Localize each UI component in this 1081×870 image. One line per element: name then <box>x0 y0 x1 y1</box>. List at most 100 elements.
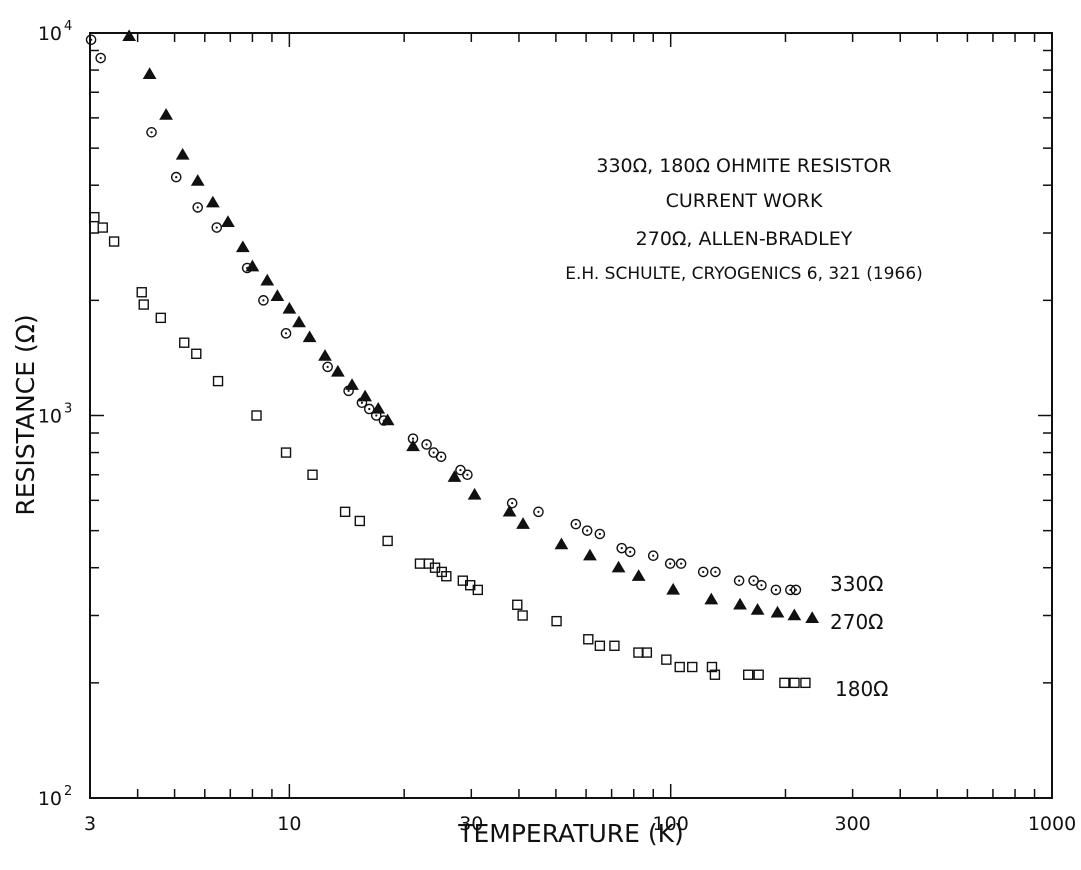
legend-line-3: 270Ω, ALLEN-BRADLEY <box>636 228 853 250</box>
x-tick-label: 1000 <box>1028 813 1076 835</box>
data-point-square <box>414 558 426 569</box>
data-point-square <box>307 469 318 480</box>
data-point-triangle <box>502 504 517 517</box>
data-point-circle-center <box>466 473 469 476</box>
data-point-circle-center <box>574 523 577 526</box>
data-point-triangle <box>260 273 275 286</box>
data-point-triangle <box>282 301 297 314</box>
data-point-square <box>155 312 166 324</box>
data-point-circle <box>570 518 582 530</box>
tick-marks <box>90 33 1052 798</box>
data-point-circle-center <box>347 389 350 392</box>
data-point-triangle <box>787 608 802 621</box>
data-point-circle-center <box>620 547 623 550</box>
y-tick-label-exponent: 3 <box>64 402 72 417</box>
data-point-triangle <box>805 611 820 623</box>
data-point-circle-center <box>537 510 540 513</box>
data-point-triangle <box>318 349 332 361</box>
y-tick-label-base: 10 <box>38 788 62 810</box>
data-point-circle-center <box>669 562 672 565</box>
data-point-square <box>138 299 149 310</box>
y-tick-label: 10 2 <box>38 784 72 810</box>
data-point-circle-center <box>652 554 655 557</box>
data-point-triangle <box>175 147 190 160</box>
data-point-circle-center <box>459 468 462 472</box>
data-point-triangle <box>666 582 681 595</box>
data-point-circle-center <box>702 570 705 574</box>
data-point-circle-center <box>752 579 755 582</box>
data-point-circle <box>616 542 628 554</box>
data-point-triangle <box>516 517 530 529</box>
data-point-triangle <box>122 29 137 42</box>
data-point-circle <box>581 525 593 536</box>
data-point-circle <box>363 403 375 415</box>
data-point-triangle <box>221 215 235 227</box>
series-points <box>122 29 820 623</box>
data-point-triangle <box>302 330 317 343</box>
data-point-triangle <box>467 487 482 500</box>
data-point-circle-center <box>375 414 378 417</box>
data-point-circle-center <box>326 365 329 368</box>
data-point-circle-center <box>215 226 218 229</box>
legend-line-4: E.H. SCHULTE, CRYOGENICS 6, 321 (1966) <box>565 264 923 284</box>
data-point-triangle <box>447 470 462 482</box>
series-points <box>85 34 802 596</box>
data-point-circle-center <box>629 550 632 553</box>
data-point-square <box>512 599 523 610</box>
data-point-circle <box>322 361 333 373</box>
series-label-180: 180Ω <box>835 677 888 701</box>
data-point-triangle <box>554 537 569 550</box>
y-tick-label-exponent: 4 <box>64 19 72 34</box>
data-point-circle-center <box>196 206 199 209</box>
data-point-square <box>743 669 754 680</box>
data-point-square <box>354 515 366 527</box>
y-tick-label-base: 10 <box>38 23 62 45</box>
y-tick-label-base: 10 <box>38 406 62 428</box>
data-point-triangle <box>142 67 157 79</box>
data-point-square <box>583 634 594 645</box>
data-point-circle <box>506 497 518 509</box>
data-point-circle <box>192 202 204 213</box>
data-point-square <box>251 410 262 421</box>
data-point-circle <box>280 328 292 339</box>
data-point-circle-center <box>714 570 717 574</box>
data-point-circle <box>85 34 97 46</box>
data-point-circle <box>435 451 447 463</box>
data-point-circle <box>790 584 802 596</box>
data-points <box>85 29 820 689</box>
data-point-triangle <box>205 195 220 208</box>
data-point-circle <box>675 558 687 569</box>
data-point-circle <box>421 439 432 450</box>
data-point-square <box>191 348 202 359</box>
data-point-square <box>108 236 120 247</box>
data-point-triangle <box>750 603 765 615</box>
data-point-circle-center <box>175 176 178 179</box>
data-point-circle-center <box>425 443 428 446</box>
data-point-circle <box>146 127 157 138</box>
y-axis-label: RESISTANCE (Ω) <box>11 314 40 515</box>
data-point-triangle <box>406 439 420 452</box>
data-point-triangle <box>330 364 345 377</box>
data-point-circle <box>647 550 659 561</box>
plot-frame <box>89 32 1053 799</box>
data-point-square <box>551 615 562 627</box>
x-tick-label: 300 <box>834 813 870 835</box>
legend-line-1: 330Ω, 180Ω OHMITE RESISTOR <box>596 155 891 177</box>
data-point-square <box>661 654 672 665</box>
data-point-circle-center <box>440 455 443 458</box>
data-point-circle-center <box>511 502 514 505</box>
data-point-circle-center <box>262 299 265 302</box>
data-point-square <box>280 447 292 458</box>
data-point-circle-center <box>411 437 415 440</box>
x-axis-label: TEMPERATURE (K) <box>457 819 684 848</box>
data-point-circle <box>733 575 745 586</box>
data-point-circle <box>533 506 544 518</box>
data-point-square <box>212 375 224 387</box>
data-point-circle <box>211 222 223 233</box>
data-point-square <box>97 222 108 233</box>
data-point-triangle <box>583 548 597 561</box>
data-point-circle-center <box>368 407 371 411</box>
x-tick-label: 10 <box>277 813 301 835</box>
data-point-square <box>594 640 606 651</box>
